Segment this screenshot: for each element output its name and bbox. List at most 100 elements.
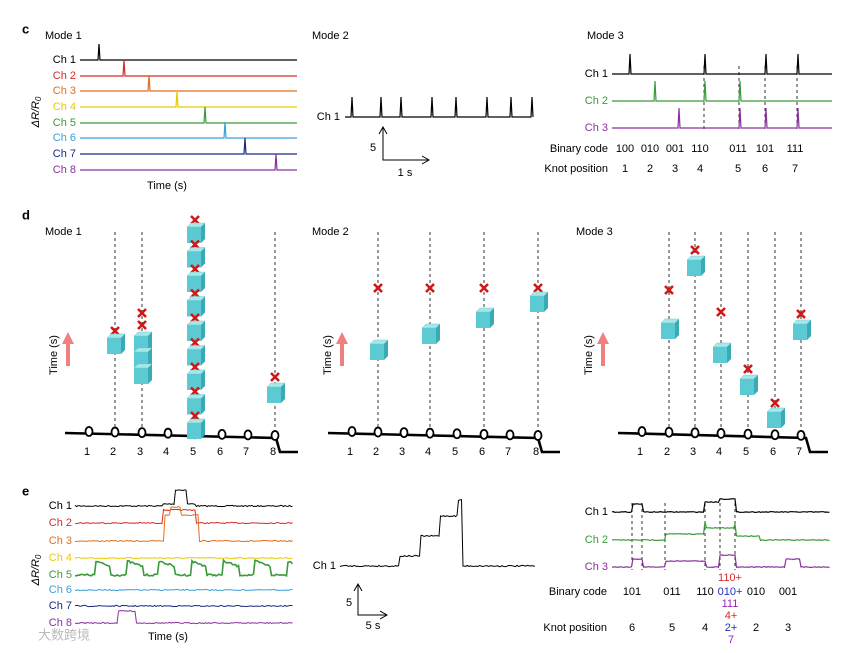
cube-front [476,312,490,328]
knot-number: 6 [217,446,223,458]
knot-position: 3 [672,163,678,175]
cross [270,372,280,382]
rope [617,431,828,454]
cube-side [201,321,205,341]
knot [373,426,383,438]
binary-code: 010 [641,143,659,155]
knot-number: 2 [373,446,379,458]
cross [743,364,753,374]
channel-label: Ch 3 [585,561,608,573]
cube-side [807,320,811,340]
knot [270,430,280,441]
cube-front [134,368,148,384]
cube-side [781,408,785,428]
cube-side [436,324,440,344]
binary-code: 001 [666,143,684,155]
watermark: 大数跨境 [38,627,90,642]
knot [243,429,253,441]
knot-number: 4 [716,446,722,458]
cube-side [727,343,731,363]
knot-position: 7 [728,634,734,646]
trace [345,96,534,118]
cross [190,215,200,225]
cross [190,239,200,250]
knot-number: 7 [243,446,249,458]
channel-label: Ch 2 [585,534,608,546]
trace [74,508,293,525]
knot [505,429,515,441]
knot-position: 4 [702,622,708,634]
knot-number: 5 [743,446,749,458]
channel-label: Ch 1 [317,111,340,123]
cube-side [201,345,205,366]
binary-code: 010+ [718,586,743,598]
binary-code: 111 [787,143,804,155]
knot-number: 3 [690,446,696,458]
cube-front [187,251,201,268]
cube-side [384,340,388,360]
cross [479,283,489,293]
mode-title: Mode 3 [576,226,613,238]
channel-label: Ch 1 [313,560,336,572]
channel-label: Ch 4 [49,552,72,564]
cube-front [740,379,754,395]
knot-number: 5 [190,446,196,458]
knot-number: 4 [163,446,169,458]
binary-code: 011 [663,586,681,598]
cube-side [490,308,494,328]
binary-code: 001 [779,586,797,598]
panel-label: e [22,483,29,498]
trace [74,489,293,508]
cube-front [107,338,121,354]
binary-code: 110 [696,586,714,598]
binary-code: 101 [623,586,641,598]
knot-number: 5 [452,446,458,458]
knot-number: 2 [110,446,116,458]
binary-code: 011 [729,143,747,155]
scale-y: 5 [346,597,352,609]
row-label: Binary code [550,143,608,155]
y-label-main: ΔR/R [30,559,42,586]
cross [190,313,200,323]
trace [80,74,297,92]
channel-label: Ch 3 [53,85,76,97]
rope [327,431,560,454]
trace [80,59,297,77]
knot [110,426,120,438]
x-label: Time (s) [147,180,187,192]
binary-code: 110+ [718,572,742,584]
knot [137,427,147,439]
row-label: Knot position [544,163,608,175]
cross [770,398,780,408]
knot-number: 8 [270,446,276,458]
cube-front [187,276,201,292]
knot-number: 7 [796,446,802,458]
cube-front [422,328,436,344]
binary-code: 101 [756,143,774,155]
cube-front [767,412,781,428]
channel-label: Ch 1 [585,68,608,80]
trace [74,556,293,560]
cube-side [201,247,205,268]
time-arrow-head [62,332,74,344]
channel-label: Ch 1 [49,500,72,512]
scale-arrow [353,582,389,620]
cube-side [148,348,152,368]
cube-side [754,375,758,395]
knot-number: 3 [399,446,405,458]
binary-code: 100 [616,143,634,155]
channel-label: Ch 1 [585,506,608,518]
cross [190,288,200,299]
knot [217,428,227,440]
cube-side [201,296,205,317]
cube-front [187,349,201,366]
binary-code: 111 [722,598,739,610]
trace [75,604,293,608]
x-label: Time (s) [148,631,188,643]
knot-position: 4+ [725,610,738,622]
knot-position: 4 [697,163,703,175]
y-label: Time (s) [48,335,60,375]
trace [80,43,297,61]
y-label-sub: 0 [34,554,43,559]
trace [611,554,830,569]
